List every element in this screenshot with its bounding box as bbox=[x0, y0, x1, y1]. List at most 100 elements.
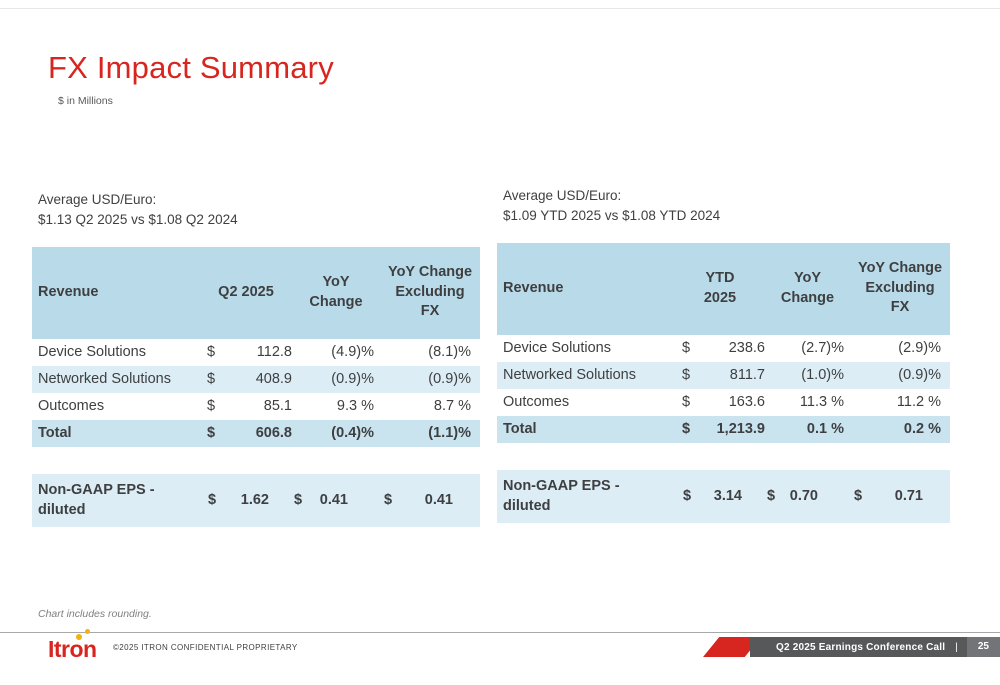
row-label: Outcomes bbox=[503, 394, 570, 410]
footer-divider-line bbox=[0, 632, 1000, 633]
eps-row: Non-GAAP EPS - diluted $ 3.14 $ 0.70 $ 0… bbox=[497, 469, 950, 523]
q2-table-panel: Average USD/Euro: $1.13 Q2 2025 vs $1.08… bbox=[32, 190, 480, 527]
event-title: Q2 2025 Earnings Conference Call bbox=[776, 641, 946, 653]
fx-rate-caption-q2: Average USD/Euro: $1.13 Q2 2025 vs $1.08… bbox=[32, 190, 480, 231]
eps-value: 0.70 bbox=[789, 488, 818, 504]
table-total-row: Total $ 1,213.9 0.1 % 0.2 % bbox=[497, 415, 950, 443]
eps-row: Non-GAAP EPS - diluted $ 1.62 $ 0.41 $ 0… bbox=[32, 473, 480, 527]
logo-gold-dot-icon bbox=[76, 634, 82, 640]
row-label: Networked Solutions bbox=[38, 371, 171, 387]
table-row: Device Solutions $ 238.6 (2.7)% (2.9)% bbox=[497, 335, 950, 362]
caption-line: Average USD/Euro: bbox=[503, 188, 622, 203]
yoy-ex-fx-cell: 8.7 % bbox=[433, 398, 471, 414]
table-row: Networked Solutions $ 408.9 (0.9)% (0.9)… bbox=[32, 365, 480, 393]
amount-cell: 1,213.9 bbox=[716, 421, 765, 437]
page-title: FX Impact Summary bbox=[48, 50, 334, 85]
caption-line: $1.13 Q2 2025 vs $1.08 Q2 2024 bbox=[38, 212, 238, 228]
eps-value: 0.41 bbox=[424, 492, 453, 508]
eps-value-cell: $ 0.70 bbox=[765, 488, 850, 504]
currency-symbol: $ bbox=[682, 394, 691, 410]
yoy-ex-fx-cell: (2.9)% bbox=[898, 340, 941, 356]
yoy-cell: 9.3 % bbox=[336, 398, 374, 414]
currency-symbol: $ bbox=[294, 492, 303, 508]
currency-symbol: $ bbox=[854, 488, 863, 504]
amount-cell: 112.8 bbox=[256, 344, 292, 360]
copyright-text: ©2025 ITRON CONFIDENTIAL PROPRIETARY bbox=[113, 643, 298, 652]
yoy-cell: (2.7)% bbox=[801, 340, 844, 356]
slide-top-border bbox=[0, 8, 1000, 9]
currency-symbol: $ bbox=[682, 421, 691, 437]
row-label: Total bbox=[503, 421, 537, 437]
table-header-row: Revenue Q2 2025 YoY Change YoY Change Ex… bbox=[32, 246, 480, 339]
yoy-ex-fx-cell: (0.9)% bbox=[898, 367, 941, 383]
yoy-ex-fx-cell: (0.9)% bbox=[428, 371, 471, 387]
yoy-ex-fx-cell: (8.1)% bbox=[428, 344, 471, 360]
caption-line: Average USD/Euro: bbox=[38, 192, 157, 207]
eps-value: 0.71 bbox=[894, 488, 923, 504]
eps-value: 3.14 bbox=[713, 488, 742, 504]
yoy-cell: (4.9)% bbox=[331, 344, 374, 360]
header-revenue: Revenue bbox=[38, 283, 99, 300]
page-number: 25 bbox=[966, 637, 1000, 657]
eps-label: Non-GAAP EPS - diluted bbox=[32, 480, 200, 521]
header-period: YTD 2025 bbox=[703, 269, 737, 306]
eps-label-line: Non-GAAP EPS - bbox=[503, 477, 620, 494]
currency-symbol: $ bbox=[207, 371, 216, 387]
yoy-cell: (0.4)% bbox=[331, 425, 374, 441]
currency-symbol: $ bbox=[208, 492, 217, 508]
yoy-cell: (1.0)% bbox=[801, 367, 844, 383]
eps-value-cell: $ 1.62 bbox=[200, 492, 292, 508]
currency-symbol: $ bbox=[207, 344, 216, 360]
units-note: $ in Millions bbox=[58, 95, 113, 107]
itron-logo-text: Itron bbox=[48, 636, 97, 662]
row-label: Device Solutions bbox=[38, 344, 146, 360]
currency-symbol: $ bbox=[207, 398, 216, 414]
header-period: Q2 2025 bbox=[218, 283, 274, 300]
amount-cell: 238.6 bbox=[728, 340, 765, 356]
currency-symbol: $ bbox=[207, 425, 216, 441]
red-accent-shape bbox=[703, 637, 761, 657]
table-row: Outcomes $ 85.1 9.3 % 8.7 % bbox=[32, 393, 480, 420]
eps-label-line: diluted bbox=[503, 498, 551, 514]
amount-cell: 163.6 bbox=[728, 394, 765, 410]
table-row: Device Solutions $ 112.8 (4.9)% (8.1)% bbox=[32, 339, 480, 366]
currency-symbol: $ bbox=[683, 488, 692, 504]
eps-value-cell: $ 3.14 bbox=[675, 488, 765, 504]
eps-value-cell: $ 0.71 bbox=[850, 488, 950, 504]
amount-cell: 811.7 bbox=[729, 367, 765, 383]
itron-logo: Itron bbox=[48, 629, 97, 662]
amount-cell: 408.9 bbox=[255, 371, 292, 387]
footer-bar: Q2 2025 Earnings Conference Call | 25 bbox=[750, 637, 1000, 657]
currency-symbol: $ bbox=[767, 488, 776, 504]
yoy-cell: (0.9)% bbox=[331, 371, 374, 387]
eps-value: 1.62 bbox=[240, 492, 269, 508]
header-revenue: Revenue bbox=[503, 279, 564, 296]
yoy-cell: 0.1 % bbox=[806, 421, 844, 437]
table-row: Networked Solutions $ 811.7 (1.0)% (0.9)… bbox=[497, 361, 950, 389]
header-yoy-change: YoY Change bbox=[309, 273, 363, 310]
row-label: Device Solutions bbox=[503, 340, 611, 356]
header-yoy-change-ex-fx: YoY Change Excluding FX bbox=[387, 264, 473, 320]
fx-rate-caption-ytd: Average USD/Euro: $1.09 YTD 2025 vs $1.0… bbox=[497, 186, 950, 227]
row-label: Networked Solutions bbox=[503, 367, 636, 383]
yoy-ex-fx-cell: (1.1)% bbox=[428, 425, 471, 441]
eps-label-line: diluted bbox=[38, 502, 86, 518]
logo-gold-dot-icon bbox=[85, 629, 90, 634]
amount-cell: 606.8 bbox=[255, 425, 292, 441]
yoy-ex-fx-cell: 11.2 % bbox=[896, 394, 941, 410]
yoy-cell: 11.3 % bbox=[799, 394, 844, 410]
ytd-table-panel: Average USD/Euro: $1.09 YTD 2025 vs $1.0… bbox=[497, 186, 950, 523]
header-yoy-change-ex-fx: YoY Change Excluding FX bbox=[857, 260, 943, 316]
table-total-row: Total $ 606.8 (0.4)% (1.1)% bbox=[32, 419, 480, 447]
table-header-row: Revenue YTD 2025 YoY Change YoY Change E… bbox=[497, 242, 950, 335]
currency-symbol: $ bbox=[682, 367, 691, 383]
caption-line: $1.09 YTD 2025 vs $1.08 YTD 2024 bbox=[503, 208, 721, 224]
currency-symbol: $ bbox=[384, 492, 393, 508]
currency-symbol: $ bbox=[682, 340, 691, 356]
eps-value-cell: $ 0.41 bbox=[292, 492, 380, 508]
yoy-ex-fx-cell: 0.2 % bbox=[903, 421, 941, 437]
bar-divider: | bbox=[955, 641, 958, 653]
header-yoy-change: YoY Change bbox=[780, 269, 835, 306]
eps-label: Non-GAAP EPS - diluted bbox=[497, 476, 675, 517]
